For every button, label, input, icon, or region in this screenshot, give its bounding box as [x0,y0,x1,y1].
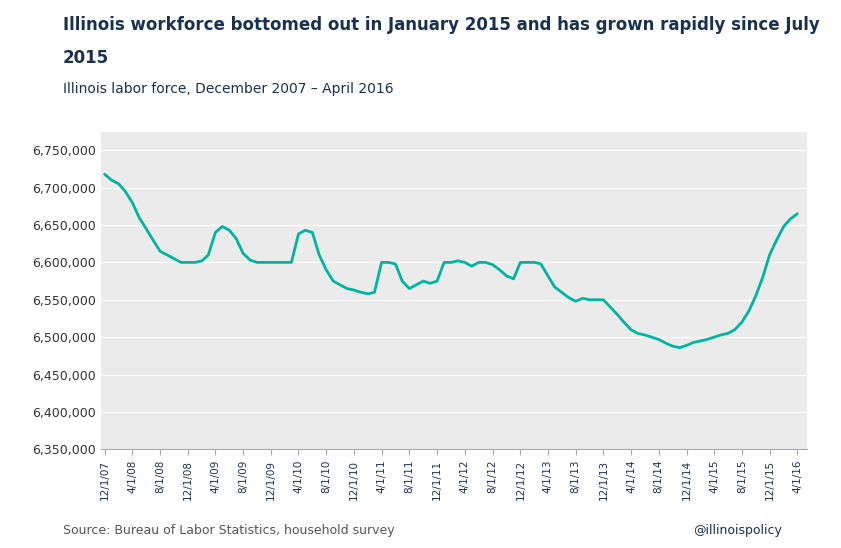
Text: Illinois workforce bottomed out in January 2015 and has grown rapidly since July: Illinois workforce bottomed out in Janua… [63,16,820,35]
Text: Source: Bureau of Labor Statistics, household survey: Source: Bureau of Labor Statistics, hous… [63,524,394,537]
Text: 2015: 2015 [63,49,109,67]
Text: @illinoispolicy: @illinoispolicy [693,524,782,537]
Text: Illinois labor force, December 2007 – April 2016: Illinois labor force, December 2007 – Ap… [63,82,394,96]
